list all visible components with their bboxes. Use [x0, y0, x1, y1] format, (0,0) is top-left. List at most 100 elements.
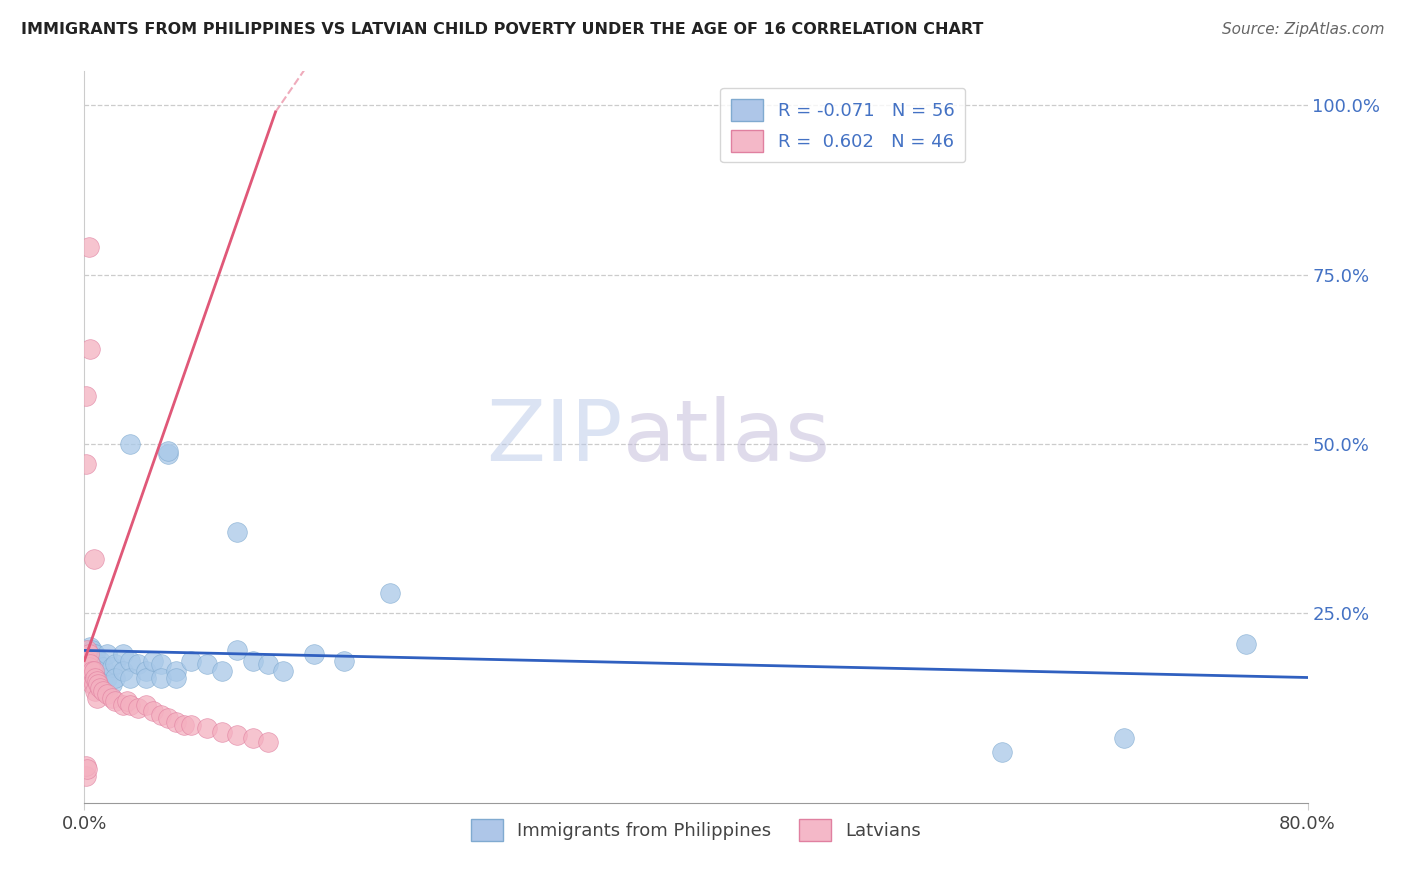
Point	[115, 694, 138, 708]
Point	[76, 762, 98, 776]
Point	[76, 654, 98, 668]
Point	[86, 660, 108, 674]
Point	[991, 745, 1014, 759]
Point	[111, 698, 134, 712]
Point	[111, 664, 134, 678]
Point	[142, 654, 165, 668]
Point	[80, 643, 103, 657]
Point	[80, 650, 103, 665]
Text: IMMIGRANTS FROM PHILIPPINES VS LATVIAN CHILD POVERTY UNDER THE AGE OF 16 CORRELA: IMMIGRANTS FROM PHILIPPINES VS LATVIAN C…	[21, 22, 983, 37]
Point	[165, 714, 187, 729]
Point	[149, 707, 172, 722]
Point	[79, 657, 101, 671]
Point	[75, 643, 97, 657]
Point	[87, 677, 110, 691]
Point	[76, 650, 98, 665]
Legend: Immigrants from Philippines, Latvians: Immigrants from Philippines, Latvians	[464, 812, 928, 848]
Point	[101, 677, 124, 691]
Point	[84, 647, 107, 661]
Point	[180, 718, 202, 732]
Point	[87, 657, 110, 671]
Point	[77, 660, 100, 674]
Point	[83, 657, 105, 671]
Point	[157, 711, 180, 725]
Point	[84, 671, 107, 685]
Point	[83, 664, 105, 678]
Point	[79, 342, 101, 356]
Point	[83, 647, 105, 661]
Point	[91, 671, 114, 685]
Text: ZIP: ZIP	[486, 395, 623, 479]
Point	[149, 657, 172, 671]
Point	[195, 657, 218, 671]
Point	[101, 660, 124, 674]
Point	[96, 688, 118, 702]
Point	[271, 664, 294, 678]
Point	[142, 705, 165, 719]
Point	[83, 552, 105, 566]
Point	[173, 718, 195, 732]
Point	[104, 671, 127, 685]
Point	[76, 643, 98, 657]
Point	[157, 447, 180, 461]
Point	[165, 664, 187, 678]
Point	[83, 677, 105, 691]
Point	[211, 724, 233, 739]
Point	[91, 684, 114, 698]
Point	[157, 443, 180, 458]
Point	[75, 389, 97, 403]
Point	[127, 657, 149, 671]
Point	[86, 673, 108, 688]
Point	[91, 660, 114, 674]
Point	[211, 664, 233, 678]
Point	[135, 698, 157, 712]
Point	[79, 660, 101, 674]
Point	[89, 664, 111, 678]
Point	[302, 647, 325, 661]
Point	[77, 647, 100, 661]
Point	[135, 664, 157, 678]
Point	[226, 524, 249, 539]
Point	[111, 647, 134, 661]
Point	[80, 677, 103, 691]
Text: Source: ZipAtlas.com: Source: ZipAtlas.com	[1222, 22, 1385, 37]
Point	[165, 671, 187, 685]
Point	[333, 654, 356, 668]
Point	[120, 698, 142, 712]
Point	[77, 654, 100, 668]
Point	[149, 671, 172, 685]
Point	[180, 654, 202, 668]
Point	[127, 701, 149, 715]
Point	[104, 694, 127, 708]
Point	[80, 664, 103, 678]
Point	[84, 684, 107, 698]
Point	[77, 647, 100, 661]
Point	[257, 735, 280, 749]
Point	[226, 643, 249, 657]
Point	[75, 758, 97, 772]
Point	[257, 657, 280, 671]
Point	[96, 671, 118, 685]
Point	[120, 654, 142, 668]
Point	[135, 671, 157, 685]
Point	[86, 671, 108, 685]
Point	[101, 690, 124, 705]
Point	[75, 769, 97, 783]
Point	[89, 681, 111, 695]
Point	[1236, 637, 1258, 651]
Point	[380, 586, 402, 600]
Point	[86, 690, 108, 705]
Point	[242, 654, 264, 668]
Point	[76, 657, 98, 671]
Point	[195, 721, 218, 735]
Point	[89, 654, 111, 668]
Point	[87, 671, 110, 685]
Point	[96, 647, 118, 661]
Point	[79, 640, 101, 654]
Point	[120, 437, 142, 451]
Point	[75, 657, 97, 671]
Point	[77, 240, 100, 254]
Point	[79, 671, 101, 685]
Point	[84, 667, 107, 681]
Point	[75, 457, 97, 471]
